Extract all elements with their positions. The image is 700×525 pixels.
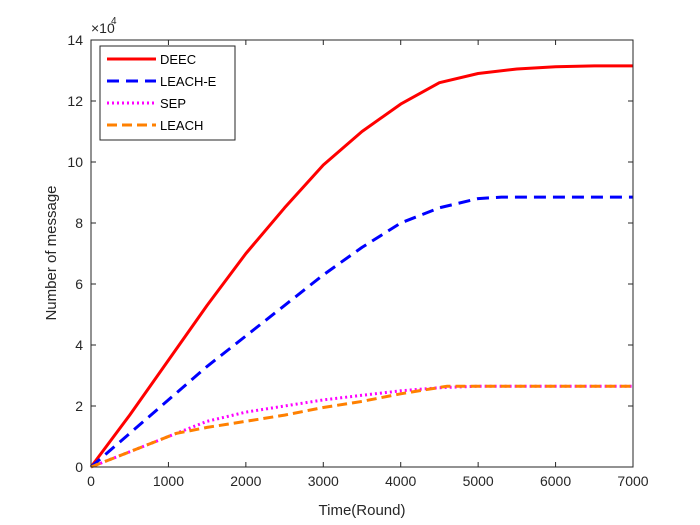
y-exponent-base: ×10 — [91, 20, 115, 36]
x-tick-label: 3000 — [308, 473, 339, 489]
x-tick-label: 2000 — [230, 473, 261, 489]
series-layer — [89, 64, 633, 469]
x-tick-label: 7000 — [617, 473, 648, 489]
y-tick-label: 6 — [75, 276, 83, 292]
y-tick-label: 14 — [67, 32, 83, 48]
x-tick-label: 0 — [87, 473, 95, 489]
axes-layer — [90, 39, 634, 468]
legend-label-leach-e: LEACH-E — [160, 74, 217, 89]
legend-label-sep: SEP — [160, 96, 186, 111]
y-tick-label: 10 — [67, 154, 83, 170]
x-tick-label: 6000 — [540, 473, 571, 489]
ticks-layer: 0 1000 2000 3000 4000 5000 6000 7000 0 2 4 6 8 10 12 14 — [67, 32, 648, 489]
series-line-leach — [90, 384, 633, 469]
legend-label-leach: LEACH — [160, 118, 203, 133]
y-exponent-power: 4 — [111, 16, 117, 27]
y-axis-label: Number of message — [43, 185, 60, 320]
y-tick-label: 2 — [75, 398, 83, 414]
y-tick-label: 12 — [67, 93, 83, 109]
legend: DEEC LEACH-E SEP LEACH — [99, 45, 236, 141]
x-axis-label: Time(Round) — [319, 502, 406, 519]
series-line-leach-e — [90, 195, 633, 469]
y-tick-label: 4 — [75, 337, 83, 353]
y-tick-label: 8 — [75, 215, 83, 231]
x-tick-label: 1000 — [153, 473, 184, 489]
series-line-deec — [89, 64, 633, 468]
watermark: https://blog.csdn.net/weixin_43821559 — [475, 500, 696, 515]
x-tick-label: 4000 — [385, 473, 416, 489]
legend-label-deec: DEEC — [160, 52, 196, 67]
x-tick-label: 5000 — [463, 473, 494, 489]
y-tick-label: 0 — [75, 459, 83, 475]
plot-frame — [90, 39, 634, 468]
